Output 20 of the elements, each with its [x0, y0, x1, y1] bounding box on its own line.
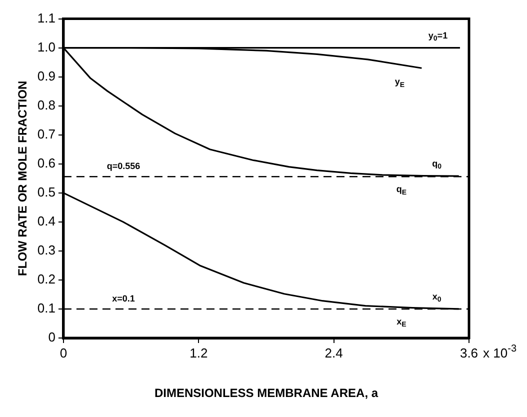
x-tick-label: 3.6 [460, 346, 478, 361]
ref-line-label: x=0.1 [112, 293, 135, 304]
y-axis-title: FLOW RATE OR MOLE FRACTION [16, 80, 30, 276]
y-tick-label: 0.1 [37, 300, 56, 316]
y-tick-label: 0.2 [37, 272, 56, 287]
x-tick-label: 2.4 [324, 346, 343, 361]
y-tick-label: 0.7 [37, 126, 56, 142]
y-tick-label: 0.4 [37, 214, 56, 229]
y-tick-label: 0.3 [37, 242, 56, 258]
y-tick-label: 1.1 [37, 10, 56, 26]
x-tick-label: 1.2 [190, 346, 208, 361]
y-tick-label: 0.9 [37, 68, 56, 84]
y-tick-label: 0.6 [37, 155, 56, 170]
y-tick-label: 1.0 [37, 39, 56, 54]
y-tick-label: 0.8 [37, 97, 56, 112]
x-axis-title: DIMENSIONLESS MEMBRANE AREA, a [154, 386, 378, 400]
y-tick-label: 0 [48, 330, 56, 345]
y-tick-label: 0.5 [37, 184, 56, 200]
x-tick-label: 0 [60, 346, 68, 361]
ref-line-label: q=0.556 [106, 161, 140, 172]
